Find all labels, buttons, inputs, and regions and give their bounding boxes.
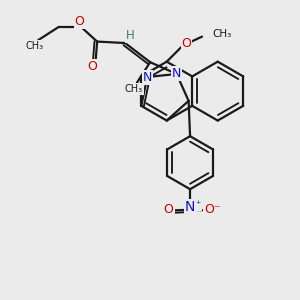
Text: N: N [172, 68, 181, 80]
Text: O: O [164, 203, 173, 216]
Text: O: O [182, 37, 191, 50]
Text: N: N [185, 200, 195, 214]
Text: CH₃: CH₃ [125, 84, 143, 94]
Text: ⁺: ⁺ [196, 200, 201, 210]
Text: O⁻: O⁻ [205, 203, 221, 216]
Text: O: O [74, 15, 84, 28]
Text: CH₃: CH₃ [212, 29, 232, 39]
Text: N: N [143, 70, 152, 83]
Text: CH₃: CH₃ [26, 41, 44, 51]
Text: H: H [126, 29, 135, 42]
Text: O: O [87, 60, 97, 73]
